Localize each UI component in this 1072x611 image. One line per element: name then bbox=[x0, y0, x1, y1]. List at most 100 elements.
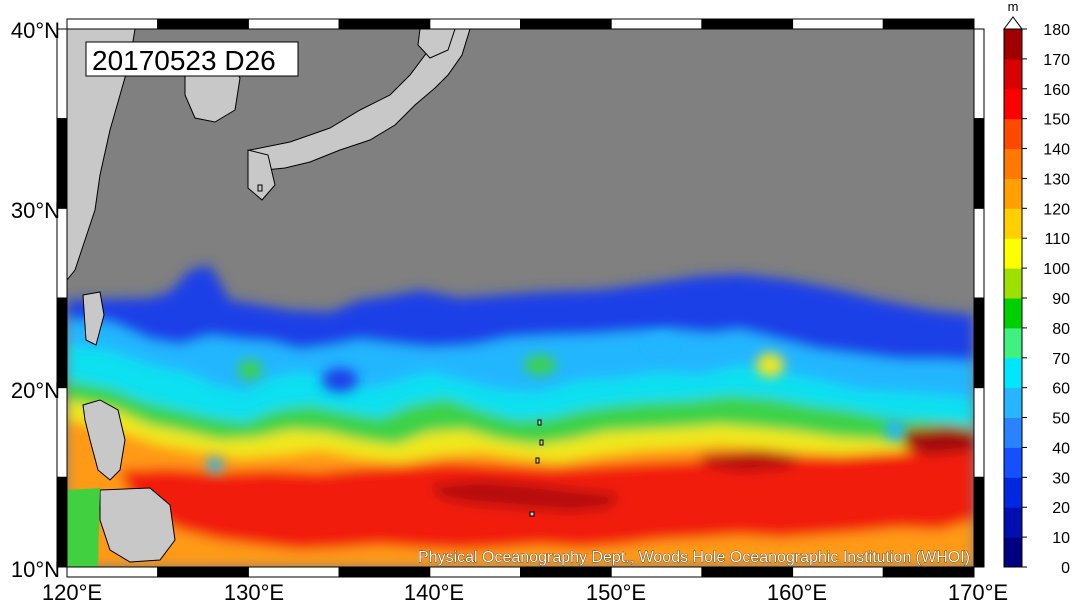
colorbar-tick-label: 160 bbox=[1043, 82, 1070, 99]
colorbar-segment bbox=[1004, 447, 1022, 478]
frame-lon-tick bbox=[66, 566, 159, 578]
colorbar-segment bbox=[1004, 298, 1022, 329]
frame-lon-tick bbox=[610, 18, 703, 30]
frame-lon-tick bbox=[429, 18, 521, 30]
colorbar-segment bbox=[1004, 148, 1022, 179]
frame-lon-tick bbox=[157, 566, 249, 578]
frame-lat-tick bbox=[56, 476, 68, 568]
colorbar-segment bbox=[1004, 357, 1022, 389]
colorbar-tick-label: 20 bbox=[1052, 500, 1070, 517]
colorbar-unit: m bbox=[1008, 0, 1019, 14]
colorbar-segment bbox=[1004, 417, 1022, 448]
frame-lon-tick bbox=[701, 566, 794, 578]
date-label-box: 20170523 D26 bbox=[85, 41, 299, 77]
colorbar-segment bbox=[1004, 208, 1022, 239]
colorbar-tick-label: 80 bbox=[1052, 321, 1070, 338]
frame-ticks bbox=[56, 18, 985, 578]
lon-label-130: 130°E bbox=[224, 580, 284, 605]
lon-label-150: 150°E bbox=[586, 580, 646, 605]
colorbar-tick-label: 50 bbox=[1052, 411, 1070, 428]
colorbar-segment bbox=[1004, 58, 1022, 90]
lon-label-160: 160°E bbox=[767, 580, 827, 605]
frame-lon-tick bbox=[338, 18, 431, 30]
frame-lon-tick bbox=[429, 566, 521, 578]
band-dark-red-far-east bbox=[900, 426, 974, 455]
colorbar-tick-label: 40 bbox=[1052, 440, 1070, 457]
colorbar-segment bbox=[1004, 238, 1022, 269]
colorbar-tick-label: 90 bbox=[1052, 291, 1070, 308]
eddies bbox=[207, 335, 905, 473]
colorbar-tick-label: 100 bbox=[1043, 261, 1070, 278]
frame-lon-tick bbox=[247, 566, 340, 578]
colorbar-segment bbox=[1004, 118, 1022, 150]
lat-label-40: 40°N bbox=[11, 18, 60, 43]
colorbar-segment bbox=[1004, 88, 1022, 120]
frame-lon-tick bbox=[247, 18, 340, 30]
frame-lat-tick bbox=[973, 476, 985, 568]
frame-lat-tick bbox=[973, 28, 985, 120]
colorbar-segment bbox=[1004, 477, 1022, 508]
colorbar-tick-label: 150 bbox=[1043, 112, 1070, 129]
frame-lat-tick bbox=[56, 118, 68, 209]
colorbar-tick-label: 170 bbox=[1043, 52, 1070, 69]
colorbar-tick-label: 180 bbox=[1043, 22, 1070, 39]
colorbar-tick-label: 30 bbox=[1052, 470, 1070, 487]
frame-lon-tick bbox=[520, 566, 612, 578]
colorbar: m 0 10 20 30 40 50 60 70 80 90 100 110 120 130 140 150 1… bbox=[1003, 0, 1070, 577]
colorbar-segments bbox=[1004, 29, 1022, 568]
frame-lat-tick bbox=[973, 118, 985, 209]
colorbar-ticks: 0 10 20 30 40 50 60 70 80 90 100 110 120 130 140 150 160… bbox=[1022, 22, 1070, 577]
frame-lat-tick bbox=[56, 297, 68, 389]
scs-fill bbox=[67, 488, 100, 567]
colorbar-tick-label: 70 bbox=[1052, 351, 1070, 368]
frame-lon-tick bbox=[792, 566, 884, 578]
lon-label-170: 170°E bbox=[948, 580, 1008, 605]
land-kyushu bbox=[247, 149, 276, 201]
frame-lat-tick bbox=[973, 387, 985, 478]
small-islands bbox=[257, 184, 544, 517]
frame-lon-tick bbox=[792, 18, 884, 30]
colorbar-segment bbox=[1004, 387, 1022, 419]
frame-lon-tick bbox=[882, 18, 975, 30]
colorbar-tick-label: 140 bbox=[1043, 142, 1070, 159]
lat-label-20: 20°N bbox=[11, 378, 60, 403]
frame-lat-tick bbox=[973, 297, 985, 389]
colorbar-tick-label: 60 bbox=[1052, 381, 1070, 398]
colorbar-segment bbox=[1004, 178, 1022, 209]
colorbar-tick-label: 10 bbox=[1052, 530, 1070, 547]
map-plot-area bbox=[67, 29, 974, 567]
lat-labels: 40°N 30°N 20°N 10°N bbox=[11, 18, 60, 582]
colorbar-tick-label: 110 bbox=[1044, 231, 1070, 248]
colorbar-tick-label: 130 bbox=[1043, 171, 1070, 188]
d26-field bbox=[67, 265, 974, 567]
band-dark-red-east bbox=[700, 450, 800, 472]
colorbar-segment bbox=[1004, 537, 1022, 568]
land-hokkaido bbox=[417, 29, 456, 59]
frame-lon-tick bbox=[338, 566, 431, 578]
frame-lon-tick bbox=[610, 566, 703, 578]
lon-label-120: 120°E bbox=[42, 580, 102, 605]
colorbar-segment bbox=[1004, 268, 1022, 299]
band-dark-red bbox=[430, 480, 620, 512]
frame-lon-tick bbox=[157, 18, 249, 30]
land-taiwan bbox=[82, 291, 105, 346]
frame-lon-tick bbox=[701, 18, 794, 30]
credit-text: Physical Oceanography Dept., Woods Hole … bbox=[418, 549, 970, 566]
colorbar-segment bbox=[1004, 507, 1022, 538]
lon-labels: 120°E 130°E 140°E 150°E 160°E 170°E bbox=[42, 580, 1008, 605]
colorbar-arrow bbox=[1003, 16, 1023, 30]
land-luzon bbox=[82, 399, 126, 481]
colorbar-segment bbox=[1004, 29, 1022, 60]
land-visayas bbox=[99, 487, 176, 563]
frame-lon-tick bbox=[882, 566, 975, 578]
frame-lon-tick bbox=[520, 18, 612, 30]
frame-lon-tick bbox=[66, 18, 159, 30]
land-masses bbox=[67, 29, 471, 563]
lon-label-140: 140°E bbox=[404, 580, 464, 605]
frame-lat-tick bbox=[973, 207, 985, 299]
date-label: 20170523 D26 bbox=[92, 45, 276, 76]
lat-label-10: 10°N bbox=[11, 557, 60, 582]
colorbar-tick-label: 0 bbox=[1061, 560, 1070, 577]
colorbar-segment bbox=[1004, 327, 1022, 359]
